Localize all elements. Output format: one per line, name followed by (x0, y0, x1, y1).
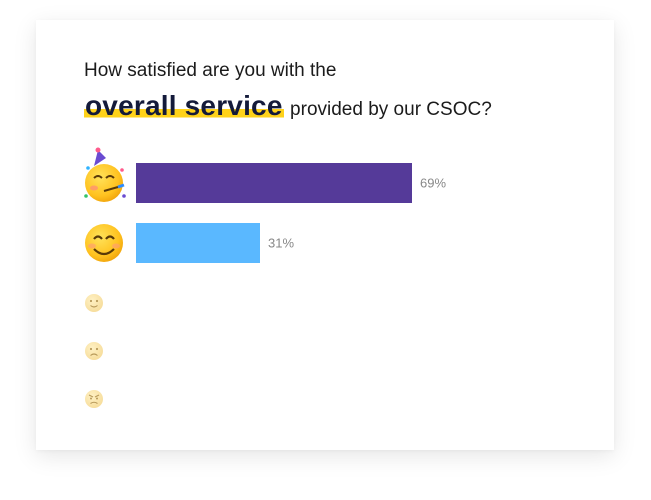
frowning-face-icon (85, 342, 103, 360)
bar-smiling-face-emoji (136, 223, 260, 263)
survey-card: How satisfied are you with the overall s… (36, 20, 614, 450)
bar-party-face-emoji (136, 163, 412, 203)
satisfaction-chart: 69% 31% (84, 147, 446, 408)
smiling-face-icon (85, 224, 123, 262)
party-face-icon (84, 147, 126, 202)
question-highlight: overall service (84, 90, 284, 121)
question-line-1: How satisfied are you with the (84, 60, 337, 81)
bars-group: 69% 31% (136, 163, 446, 263)
value-label-smiling-face-emoji: 31% (268, 236, 294, 251)
question-rest: provided by our CSOC? (290, 99, 492, 120)
slightly-smiling-face-icon (85, 294, 103, 312)
value-label-party-face-emoji: 69% (420, 176, 446, 191)
question-line-2: overall service provided by our CSOC? (84, 90, 492, 122)
angry-face-icon (85, 390, 103, 408)
